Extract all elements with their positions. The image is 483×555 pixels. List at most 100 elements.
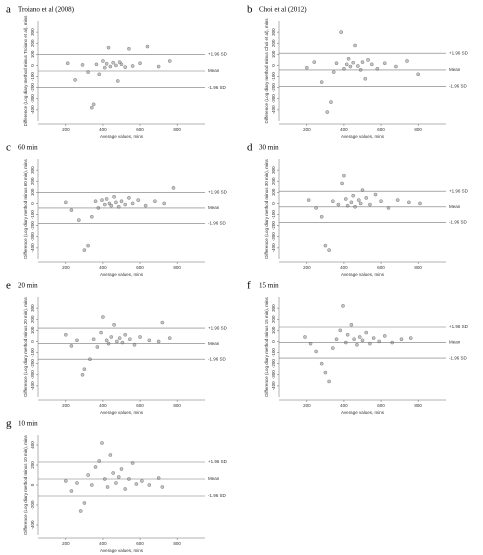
point xyxy=(106,45,111,50)
point xyxy=(418,201,422,206)
x-axis-label: Average values, mins xyxy=(341,134,385,139)
point xyxy=(114,481,118,485)
point xyxy=(344,62,349,67)
point xyxy=(319,215,324,219)
x-tick-label: 400 xyxy=(99,403,107,408)
reference-label: -1.96 SD xyxy=(208,221,227,226)
y-tick-label: 100 xyxy=(30,326,35,334)
point xyxy=(348,64,353,69)
point xyxy=(130,64,135,68)
x-axis-label: Average values, mins xyxy=(100,410,144,415)
y-tick-label: 0 xyxy=(271,202,276,205)
panel: b Choi et al (2012) -400-300-200-100 0 100 20… xyxy=(247,4,469,140)
point xyxy=(114,63,118,68)
point xyxy=(136,198,140,202)
y-axis-label: Difference (Log diary method minus Choi … xyxy=(264,18,269,124)
point xyxy=(93,465,98,469)
reference-label: +1.96 SD xyxy=(449,50,469,55)
point xyxy=(120,340,125,345)
y-tick-label: -100 xyxy=(30,348,35,358)
y-tick-label: 300 xyxy=(30,28,35,36)
point xyxy=(96,206,101,210)
point xyxy=(80,63,85,67)
point xyxy=(103,65,107,70)
reference-label: Mean xyxy=(208,205,220,210)
panel-letter: e xyxy=(6,280,11,292)
point xyxy=(86,243,90,248)
point xyxy=(127,47,131,51)
panel-title: 60 min xyxy=(18,144,38,152)
point xyxy=(312,60,317,64)
reference-label: Mean xyxy=(208,476,220,481)
point xyxy=(138,335,142,339)
y-tick-label: -200 xyxy=(271,221,276,231)
point xyxy=(94,62,99,67)
point xyxy=(109,203,114,208)
point xyxy=(104,197,109,201)
y-tick-label: -300 xyxy=(30,370,35,380)
point xyxy=(117,60,122,64)
point xyxy=(100,441,104,445)
point xyxy=(82,501,87,505)
point xyxy=(394,64,398,69)
point xyxy=(353,205,357,209)
point xyxy=(303,335,307,339)
panel-title: 15 min xyxy=(259,282,279,290)
point xyxy=(357,198,361,202)
x-axis-label: Average values, mins xyxy=(100,548,144,553)
point xyxy=(69,489,74,493)
point xyxy=(167,59,172,63)
point xyxy=(405,59,409,63)
y-tick-label: -100 xyxy=(271,348,276,358)
point xyxy=(112,195,116,199)
point xyxy=(111,60,115,65)
point xyxy=(308,341,313,346)
reference-label: Mean xyxy=(449,340,461,345)
panel-letter: c xyxy=(6,142,11,154)
y-axis-label: Difference (Log diary method minus Troia… xyxy=(23,15,28,126)
point xyxy=(90,483,94,487)
y-tick-label: 300 xyxy=(30,166,35,174)
reference-label: +1.96 SD xyxy=(208,459,228,464)
reference-label: -1.96 SD xyxy=(449,84,468,89)
point xyxy=(127,477,131,481)
y-tick-label: 400 xyxy=(30,441,35,449)
y-tick-label: -100 xyxy=(271,72,276,82)
point xyxy=(344,340,348,345)
point xyxy=(147,483,152,487)
y-tick-label: -400 xyxy=(271,105,276,115)
point xyxy=(314,206,318,210)
point xyxy=(123,333,127,337)
point xyxy=(368,341,372,346)
y-tick-label: -400 xyxy=(271,243,276,253)
reference-label: +1.96 SD xyxy=(208,52,228,57)
point xyxy=(323,370,328,375)
y-axis-label: Difference (Log diary method minus 15 mi… xyxy=(264,297,269,397)
point xyxy=(134,482,139,486)
point xyxy=(88,357,92,361)
point xyxy=(82,367,87,371)
reference-label: Mean xyxy=(449,204,461,209)
point xyxy=(364,330,368,335)
y-axis-label: Difference (Log diary method minus 10 mi… xyxy=(23,435,28,535)
y-tick-label: -400 xyxy=(271,381,276,391)
y-tick-label: 300 xyxy=(271,166,276,174)
y-tick-label: -200 xyxy=(30,359,35,369)
point xyxy=(345,203,350,208)
x-tick-label: 800 xyxy=(414,127,422,132)
reference-label: +1.96 SD xyxy=(208,325,228,330)
x-tick-label: 600 xyxy=(377,127,385,132)
x-tick-label: 400 xyxy=(340,403,348,408)
y-axis-label: Difference (Log diary method minus 60 mi… xyxy=(23,159,28,259)
panel: f 15 min -400-300-200-100 0 100 200 300 200 400 6… xyxy=(247,280,469,416)
y-tick-label: 300 xyxy=(30,304,35,312)
point xyxy=(156,476,161,480)
point xyxy=(105,485,110,489)
panel-title: Choi et al (2012) xyxy=(259,6,307,14)
x-tick-label: 600 xyxy=(136,541,144,546)
point xyxy=(101,59,105,63)
panel-letter: a xyxy=(6,4,11,16)
x-tick-label: 800 xyxy=(414,403,422,408)
point xyxy=(106,341,111,346)
point xyxy=(345,333,350,337)
